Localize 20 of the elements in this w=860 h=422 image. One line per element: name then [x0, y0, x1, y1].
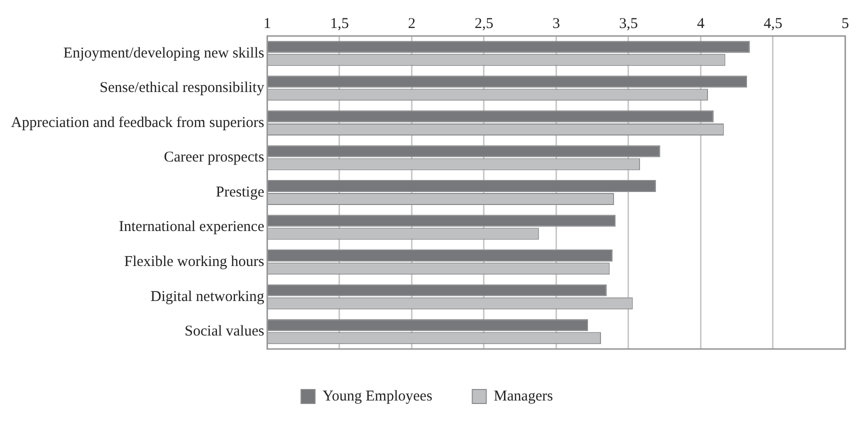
- y-tick-label: Social values: [184, 324, 264, 340]
- y-tick-label: Sense/ethical responsibility: [100, 80, 265, 96]
- x-tick-label: 3: [552, 16, 560, 32]
- x-tick-label: 5: [842, 16, 849, 32]
- y-tick-label: Career prospects: [164, 150, 264, 166]
- x-tick-label: 3,5: [619, 16, 638, 32]
- y-tick-label: Digital networking: [150, 288, 265, 305]
- y-tick-label: Prestige: [216, 184, 265, 200]
- y-tick-label: Flexible working hours: [124, 254, 264, 270]
- x-tick-label: 1,5: [330, 16, 349, 32]
- y-tick-label: International experience: [118, 219, 265, 236]
- x-tick-label: 1: [263, 16, 271, 32]
- legend-label: Young Employees: [322, 388, 432, 404]
- x-tick-label: 2,5: [474, 16, 494, 32]
- x-tick-label: 2: [408, 16, 416, 32]
- y-tick-label: Enjoyment/developing new skills: [63, 45, 264, 62]
- x-tick-label: 4: [696, 16, 705, 32]
- x-tick-label: 4,5: [764, 16, 782, 32]
- y-tick-label: Appreciation and feedback from superiors: [10, 114, 264, 131]
- legend-label: Managers: [494, 388, 554, 404]
